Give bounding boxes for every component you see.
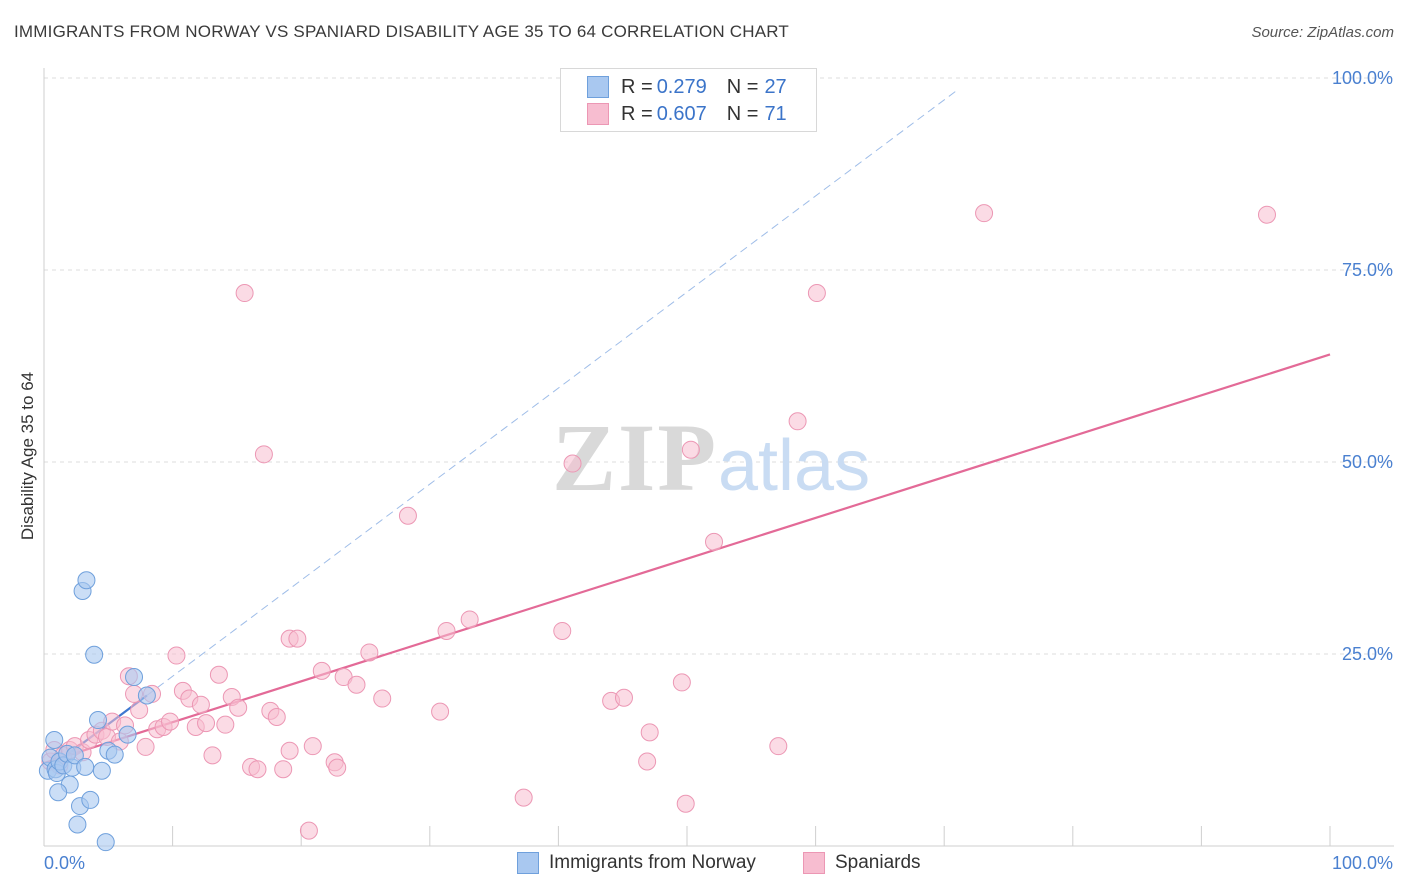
point-spaniards [788,412,807,431]
point-spaniards [312,661,331,680]
x-tick-label: 100.0% [1332,853,1393,873]
axes [43,68,1394,847]
point-spaniards [975,204,994,223]
legend-row-spaniards: R = 0.607 N = 71 [587,102,787,126]
watermark: ZIP atlas [552,404,870,511]
trendline-spaniards [43,353,1331,765]
r-label: R = [621,102,653,125]
point-spaniards [563,454,582,473]
legend-swatch-spaniards [587,103,609,125]
point-norway [45,731,64,750]
point-spaniards [640,723,659,742]
n-label: N = [726,75,759,98]
point-spaniards [514,788,533,807]
point-spaniards [254,445,273,464]
point-spaniards [807,284,826,303]
point-norway [77,571,96,590]
point-spaniards [360,643,379,662]
y-tick-label: 100.0% [1332,68,1393,88]
point-spaniards [769,737,788,756]
y-tick-label: 75.0% [1342,260,1393,280]
r-label: R = [621,75,653,98]
point-spaniards [705,532,724,551]
legend-label-norway: Immigrants from Norway [549,852,756,873]
point-norway [76,757,95,776]
point-spaniards [288,629,307,648]
point-spaniards [373,689,392,708]
point-spaniards [328,758,347,777]
point-spaniards [553,621,572,640]
y-axis-label: Disability Age 35 to 64 [18,371,37,541]
point-spaniards [161,712,180,731]
x-tick-label: 0.0% [44,853,85,873]
point-spaniards [136,737,155,756]
point-norway [92,761,111,780]
n-value: 71 [764,102,787,125]
watermark-atlas: atlas [718,426,870,506]
point-norway [96,833,115,852]
point-norway [81,790,100,809]
legend-swatch-norway [517,852,539,874]
point-spaniards [437,621,456,640]
chart-title: IMMIGRANTS FROM NORWAY VS SPANIARD DISAB… [14,22,790,41]
point-spaniards [1257,205,1276,224]
point-spaniards [209,665,228,684]
legend-swatch-spaniards [803,852,825,874]
point-norway [137,686,156,705]
point-spaniards [398,506,417,525]
point-norway [125,668,144,687]
point-spaniards [614,688,633,707]
source-credit: Source: ZipAtlas.com [1251,24,1394,41]
point-spaniards [267,707,286,726]
point-spaniards [167,646,186,665]
point-spaniards [672,673,691,692]
point-spaniards [248,760,267,779]
point-spaniards [197,714,216,733]
point-spaniards [676,794,695,813]
point-spaniards [299,821,318,840]
point-spaniards [347,675,366,694]
point-spaniards [216,715,235,734]
point-norway [118,725,137,744]
point-spaniards [681,440,700,459]
legend-swatch-norway [587,76,609,98]
point-spaniards [638,752,657,771]
y-tick-label: 25.0% [1342,644,1393,664]
point-norway [105,745,124,764]
point-norway [68,815,87,834]
point-spaniards [229,698,248,717]
legend-row-norway: R = 0.279 N = 27 [587,75,787,99]
point-spaniards [130,701,149,720]
legend-item-norway: Immigrants from Norway [517,852,756,874]
point-spaniards [280,741,299,760]
series-legend: Immigrants from Norway Spaniards [0,852,1406,876]
y-tick-label: 50.0% [1342,452,1393,472]
point-norway [65,746,84,765]
gridlines [44,77,1394,655]
legend-label-spaniards: Spaniards [835,852,921,873]
legend-item-spaniards: Spaniards [803,852,921,874]
correlation-legend: R = 0.279 N = 27 R = 0.607 N = 71 [560,68,817,132]
point-spaniards [235,284,254,303]
point-norway [85,645,104,664]
point-spaniards [303,737,322,756]
tick-labels: 25.0% 50.0% 75.0% 100.0% 0.0% 100.0% [44,68,1393,873]
point-spaniards [431,702,450,721]
trendline-norway-extension [146,89,958,696]
point-spaniards [460,610,479,629]
point-spaniards [203,746,222,765]
point-norway [49,783,68,802]
point-spaniards [191,695,210,714]
n-label: N = [726,102,759,125]
point-spaniards [274,760,293,779]
r-value: 0.279 [656,75,707,98]
n-value: 27 [764,75,787,98]
point-norway [89,711,108,730]
r-value: 0.607 [656,102,707,125]
data-points [38,204,1276,852]
